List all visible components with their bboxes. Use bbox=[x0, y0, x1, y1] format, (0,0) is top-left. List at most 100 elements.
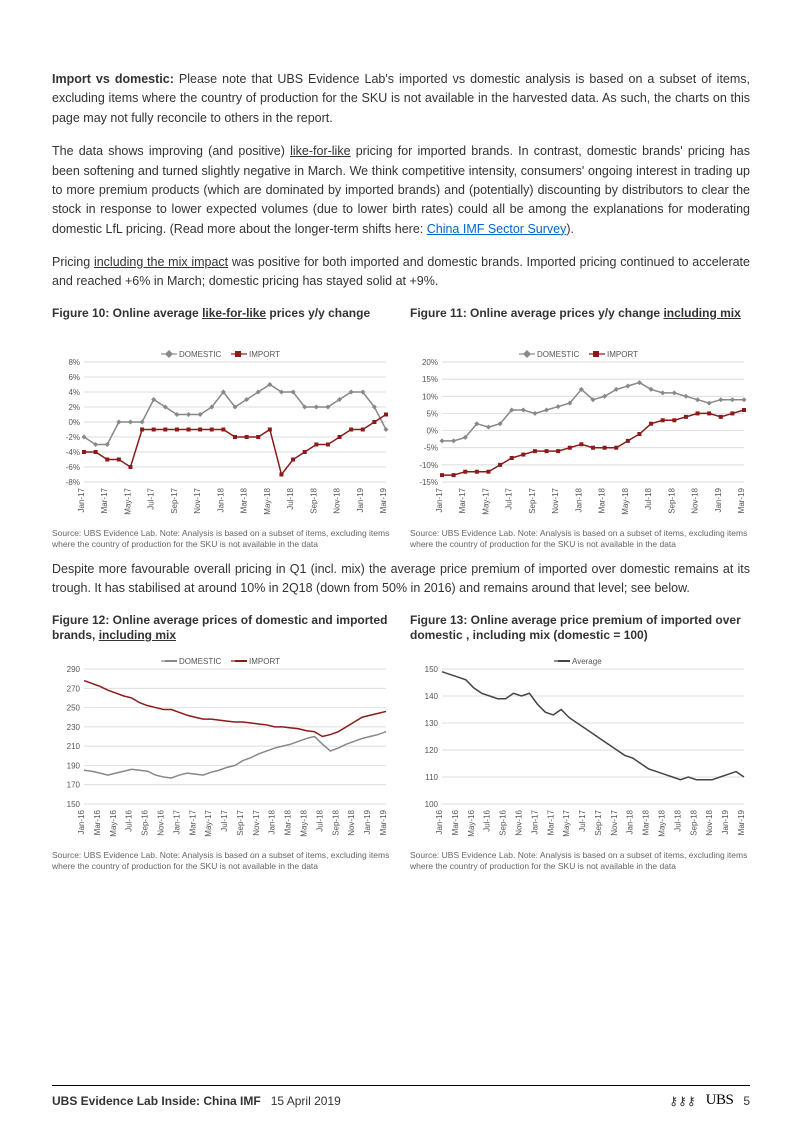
svg-text:8%: 8% bbox=[68, 358, 80, 367]
svg-text:May-18: May-18 bbox=[621, 487, 630, 514]
svg-text:190: 190 bbox=[67, 761, 81, 770]
page-number: 5 bbox=[743, 1094, 750, 1108]
p3a: Pricing bbox=[52, 255, 94, 269]
svg-text:Jul-16: Jul-16 bbox=[125, 809, 134, 831]
fig13-title: Figure 13: Online average price premium … bbox=[410, 613, 750, 645]
svg-text:Mar-18: Mar-18 bbox=[284, 809, 293, 835]
svg-text:DOMESTIC: DOMESTIC bbox=[179, 657, 221, 666]
page-footer: UBS Evidence Lab Inside: China IMF 15 Ap… bbox=[52, 1085, 750, 1109]
svg-text:140: 140 bbox=[425, 692, 439, 701]
svg-text:May-17: May-17 bbox=[562, 809, 571, 836]
fig10-title: Figure 10: Online average like-for-like … bbox=[52, 306, 392, 338]
svg-text:Jan-16: Jan-16 bbox=[435, 809, 444, 834]
svg-text:Nov-17: Nov-17 bbox=[610, 809, 619, 835]
fig10-title-u: like-for-like bbox=[202, 306, 266, 320]
svg-text:Mar-19: Mar-19 bbox=[737, 487, 746, 513]
fig11-title-u: including mix bbox=[663, 306, 740, 320]
svg-text:Sep-18: Sep-18 bbox=[309, 487, 318, 513]
p4: Despite more favourable overall pricing … bbox=[52, 562, 750, 595]
svg-text:IMPORT: IMPORT bbox=[249, 657, 280, 666]
svg-text:Jan-17: Jan-17 bbox=[435, 487, 444, 512]
p2-underline: like-for-like bbox=[290, 144, 350, 158]
svg-text:15%: 15% bbox=[422, 375, 438, 384]
footer-date-text: 15 April 2019 bbox=[271, 1094, 341, 1108]
svg-text:Jul-18: Jul-18 bbox=[286, 487, 295, 509]
svg-text:Nov-17: Nov-17 bbox=[252, 809, 261, 835]
svg-text:Mar-19: Mar-19 bbox=[379, 809, 388, 835]
svg-text:110: 110 bbox=[425, 773, 438, 782]
svg-text:-15%: -15% bbox=[419, 478, 438, 487]
fig13-source: Source: UBS Evidence Lab. Note: Analysis… bbox=[410, 850, 750, 872]
fig12-title: Figure 12: Online average prices of dome… bbox=[52, 613, 392, 645]
svg-text:-2%: -2% bbox=[66, 433, 80, 442]
svg-text:Jul-16: Jul-16 bbox=[483, 809, 492, 831]
svg-text:Jul-18: Jul-18 bbox=[315, 809, 324, 831]
p1-bold: Import vs domestic: bbox=[52, 72, 174, 86]
svg-text:210: 210 bbox=[67, 742, 81, 751]
svg-text:Mar-19: Mar-19 bbox=[737, 809, 746, 835]
svg-text:-5%: -5% bbox=[424, 443, 438, 452]
svg-text:Jan-18: Jan-18 bbox=[268, 809, 277, 834]
fig11-source: Source: UBS Evidence Lab. Note: Analysis… bbox=[410, 528, 750, 550]
svg-text:Jan-16: Jan-16 bbox=[77, 809, 86, 834]
svg-text:-6%: -6% bbox=[66, 463, 80, 472]
svg-text:0%: 0% bbox=[68, 418, 80, 427]
svg-text:IMPORT: IMPORT bbox=[249, 350, 280, 359]
svg-text:Sep-17: Sep-17 bbox=[594, 809, 603, 835]
svg-text:Sep-17: Sep-17 bbox=[170, 487, 179, 513]
svg-text:-10%: -10% bbox=[419, 461, 438, 470]
svg-text:Sep-16: Sep-16 bbox=[141, 809, 150, 835]
svg-text:May-16: May-16 bbox=[109, 809, 118, 836]
svg-text:IMPORT: IMPORT bbox=[607, 350, 638, 359]
svg-text:4%: 4% bbox=[68, 388, 80, 397]
fig10-col: Figure 10: Online average like-for-like … bbox=[52, 306, 392, 550]
svg-text:Mar-17: Mar-17 bbox=[188, 809, 197, 835]
fig11-chart: -15%-10%-5%0%5%10%15%20%Jan-17Mar-17May-… bbox=[410, 344, 750, 524]
svg-text:130: 130 bbox=[425, 719, 439, 728]
svg-text:Mar-17: Mar-17 bbox=[458, 487, 467, 513]
paragraph-mix-impact: Pricing including the mix impact was pos… bbox=[52, 253, 750, 292]
svg-text:Nov-17: Nov-17 bbox=[551, 487, 560, 513]
svg-text:Jan-19: Jan-19 bbox=[356, 487, 365, 512]
svg-text:Jul-18: Jul-18 bbox=[673, 809, 682, 831]
svg-text:Mar-19: Mar-19 bbox=[379, 487, 388, 513]
svg-text:20%: 20% bbox=[422, 358, 438, 367]
fig11-title: Figure 11: Online average prices y/y cha… bbox=[410, 306, 750, 338]
footer-right: ⚷⚷⚷ UBS 5 bbox=[669, 1092, 750, 1109]
china-imf-link[interactable]: China IMF Sector Survey bbox=[427, 222, 567, 236]
svg-text:120: 120 bbox=[425, 746, 439, 755]
svg-text:270: 270 bbox=[67, 684, 81, 693]
svg-text:Mar-17: Mar-17 bbox=[546, 809, 555, 835]
fig10-title-b: prices y/y change bbox=[266, 306, 370, 320]
svg-text:Jul-17: Jul-17 bbox=[220, 809, 229, 831]
svg-text:170: 170 bbox=[67, 780, 81, 789]
svg-text:May-17: May-17 bbox=[481, 487, 490, 514]
p2a: The data shows improving (and positive) bbox=[52, 144, 290, 158]
svg-text:5%: 5% bbox=[426, 409, 438, 418]
svg-text:Nov-18: Nov-18 bbox=[705, 809, 714, 835]
svg-text:Jan-17: Jan-17 bbox=[77, 487, 86, 512]
svg-text:Mar-18: Mar-18 bbox=[642, 809, 651, 835]
svg-text:May-18: May-18 bbox=[263, 487, 272, 514]
svg-text:Mar-18: Mar-18 bbox=[598, 487, 607, 513]
paragraph-import-vs-domestic: Import vs domestic: Please note that UBS… bbox=[52, 70, 750, 128]
fig13-col: Figure 13: Online average price premium … bbox=[410, 613, 750, 872]
svg-text:6%: 6% bbox=[68, 373, 80, 382]
svg-text:Jan-19: Jan-19 bbox=[363, 809, 372, 834]
charts-row-1: Figure 10: Online average like-for-like … bbox=[52, 306, 750, 550]
svg-text:Jan-17: Jan-17 bbox=[172, 809, 181, 834]
svg-text:Jul-18: Jul-18 bbox=[644, 487, 653, 509]
svg-text:Jan-19: Jan-19 bbox=[714, 487, 723, 512]
svg-text:100: 100 bbox=[425, 800, 439, 809]
charts-row-2: Figure 12: Online average prices of dome… bbox=[52, 613, 750, 872]
paragraph-premium: Despite more favourable overall pricing … bbox=[52, 560, 750, 599]
svg-text:Jan-18: Jan-18 bbox=[216, 487, 225, 512]
svg-text:Mar-17: Mar-17 bbox=[100, 487, 109, 513]
fig10-title-a: Figure 10: Online average bbox=[52, 306, 202, 320]
paragraph-like-for-like: The data shows improving (and positive) … bbox=[52, 142, 750, 239]
svg-text:290: 290 bbox=[67, 665, 81, 674]
fig10-source: Source: UBS Evidence Lab. Note: Analysis… bbox=[52, 528, 392, 550]
svg-text:Jul-17: Jul-17 bbox=[505, 487, 514, 509]
footer-left: UBS Evidence Lab Inside: China IMF 15 Ap… bbox=[52, 1094, 341, 1108]
svg-text:Sep-17: Sep-17 bbox=[236, 809, 245, 835]
